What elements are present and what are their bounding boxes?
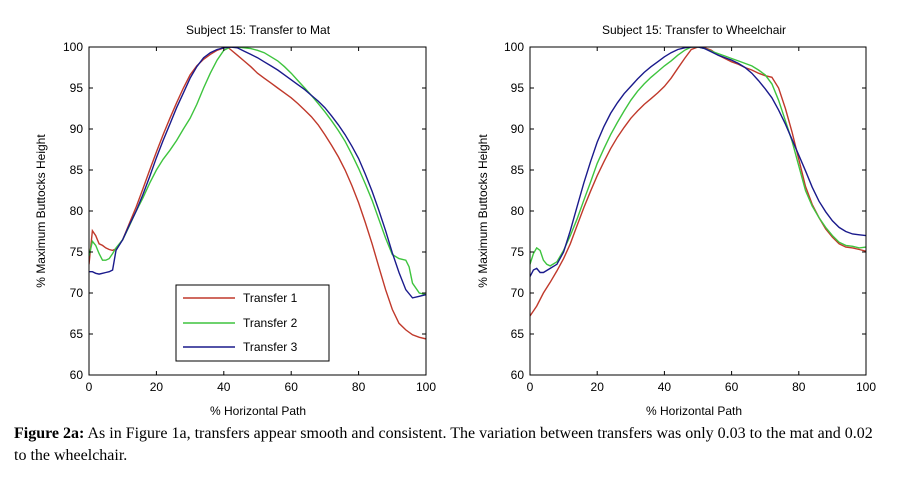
y-tick-label: 80 — [511, 204, 525, 218]
x-tick-label: 0 — [527, 380, 534, 394]
y-tick-label: 90 — [70, 122, 84, 136]
x-tick-label: 20 — [591, 380, 605, 394]
x-tick-label: 20 — [150, 380, 164, 394]
series-line-transfer-3 — [89, 47, 426, 299]
chart-title: Subject 15: Transfer to Mat — [186, 23, 331, 37]
caption-label: Figure 2a: — [14, 425, 85, 442]
plot-area: 0 20 40 60 80 100 60 65 70 75 80 85 90 95 100 — [504, 40, 876, 394]
chart-transfer-to-wheelchair: Subject 15: Transfer to Wheelchair 0 20 40… — [476, 23, 876, 418]
plot-area: 0 20 40 60 80 100 60 65 70 75 80 85 90 95 100 — [63, 40, 436, 394]
figure: Subject 15: Transfer to Mat 0 20 40 60 80 100… — [34, 23, 876, 418]
x-tick-label: 80 — [352, 380, 366, 394]
x-tick-label: 40 — [217, 380, 231, 394]
y-axis-label: % Maximum Buttocks Height — [34, 134, 48, 288]
y-tick-label: 85 — [70, 163, 84, 177]
y-tick-label: 95 — [70, 81, 84, 95]
x-axis-label: % Horizontal Path — [646, 404, 742, 418]
y-tick-label: 80 — [70, 204, 84, 218]
x-axis-label: % Horizontal Path — [210, 404, 306, 418]
chart-title: Subject 15: Transfer to Wheelchair — [602, 23, 786, 37]
y-tick-label: 95 — [511, 81, 525, 95]
legend: Transfer 1 Transfer 2 Transfer 3 — [175, 284, 330, 362]
series-line-transfer-1 — [530, 47, 866, 317]
legend-label-transfer-2: Transfer 2 — [243, 316, 298, 330]
y-tick-label: 65 — [70, 327, 84, 341]
legend-label-transfer-1: Transfer 1 — [243, 291, 298, 305]
y-tick-label: 100 — [63, 40, 83, 54]
y-tick-label: 75 — [70, 245, 84, 259]
y-tick-label: 60 — [511, 368, 525, 382]
x-tick-label: 0 — [86, 380, 93, 394]
series-line-transfer-2 — [530, 47, 866, 267]
x-tick-label: 80 — [792, 380, 806, 394]
y-tick-label: 90 — [511, 122, 525, 136]
y-axis-label: % Maximum Buttocks Height — [476, 134, 490, 288]
y-tick-label: 60 — [70, 368, 84, 382]
x-tick-label: 60 — [285, 380, 299, 394]
x-tick-label: 60 — [725, 380, 739, 394]
y-tick-label: 70 — [511, 286, 525, 300]
x-tick-label: 100 — [856, 380, 876, 394]
x-tick-label: 40 — [658, 380, 672, 394]
x-tick-label: 100 — [416, 380, 436, 394]
chart-transfer-to-mat: Subject 15: Transfer to Mat 0 20 40 60 80 100… — [34, 23, 436, 418]
y-tick-label: 70 — [70, 286, 84, 300]
legend-label-transfer-3: Transfer 3 — [243, 340, 298, 354]
caption-text: As in Figure 1a, transfers appear smooth… — [14, 425, 873, 464]
series-line-transfer-3 — [530, 47, 866, 277]
y-tick-label: 85 — [511, 163, 525, 177]
y-tick-label: 100 — [504, 40, 524, 54]
figure-caption: Figure 2a: As in Figure 1a, transfers ap… — [14, 423, 886, 467]
y-tick-label: 65 — [511, 327, 525, 341]
y-tick-label: 75 — [511, 245, 525, 259]
